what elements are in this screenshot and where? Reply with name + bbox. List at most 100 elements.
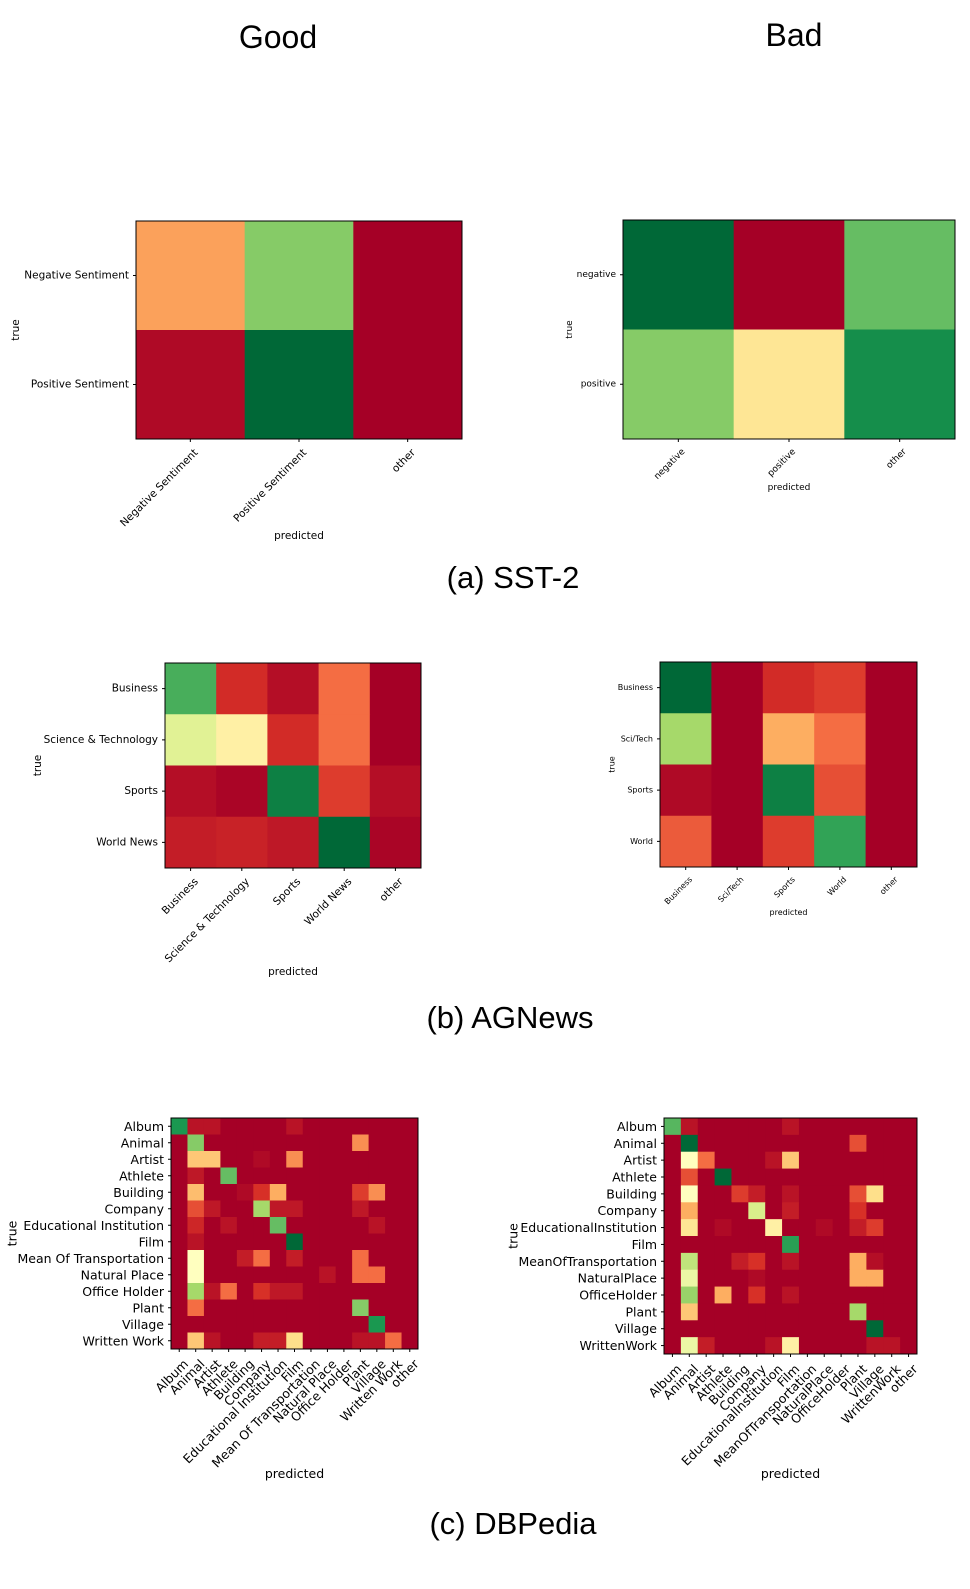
heatmap-cell <box>385 1332 402 1350</box>
heatmap-cell <box>385 1151 402 1168</box>
heatmap-cell <box>286 1266 304 1284</box>
heatmap-agnews-bad: Business Sci/Tech Sports World Business Sci/T… <box>608 661 918 917</box>
heatmap-cell <box>697 1219 715 1237</box>
heatmap-cell <box>236 1217 254 1234</box>
heatmap-cell <box>319 1118 337 1135</box>
heatmap-cell <box>900 1202 918 1220</box>
heatmap-cell <box>368 1134 386 1152</box>
heatmap-cell <box>286 1283 304 1300</box>
heatmap-cell <box>401 1217 419 1234</box>
heatmap-cell <box>697 1269 715 1287</box>
heatmap-cell <box>253 1200 271 1218</box>
heatmap-cell <box>253 1283 271 1300</box>
x-tick-label: Sports <box>271 876 303 908</box>
heatmap-cell <box>401 1316 419 1333</box>
heatmap-cell <box>697 1286 715 1304</box>
heatmap-cell <box>352 1184 369 1201</box>
heatmap-cell <box>319 1134 337 1152</box>
heatmap-cell <box>623 329 735 440</box>
heatmap-cell <box>136 330 246 440</box>
heatmap-cell <box>335 1167 353 1185</box>
y-tick-label: Mean Of Transportation <box>17 1251 164 1266</box>
heatmap-cell <box>187 1233 205 1251</box>
heatmap-cell <box>318 663 371 715</box>
heatmap-cell <box>385 1250 402 1267</box>
heatmap-cell <box>849 1320 867 1338</box>
y-tick-label: Business <box>112 683 158 695</box>
y-tick-label: Written Work <box>83 1333 165 1348</box>
heatmap-cell <box>369 816 422 869</box>
heatmap-cell <box>664 1118 682 1136</box>
heatmap-cell <box>171 1217 188 1234</box>
heatmap-cell <box>171 1118 188 1135</box>
heatmap-cell <box>318 714 371 766</box>
x-tick-label: positive <box>766 447 798 479</box>
caption-sst2: (a) SST-2 <box>447 560 580 595</box>
heatmap-cell <box>711 815 764 868</box>
heatmap-cell <box>731 1168 749 1186</box>
heatmap-cell <box>302 1134 320 1152</box>
heatmap-cell <box>866 1219 884 1237</box>
heatmap-cell <box>762 815 815 868</box>
heatmap-cell <box>765 1151 783 1169</box>
y-tick-label: Film <box>139 1234 164 1249</box>
heatmap-cell <box>318 816 371 869</box>
column-title-good: Good <box>239 19 317 55</box>
caption-agnews: (b) AGNews <box>426 1000 593 1035</box>
heatmap-cell <box>697 1337 715 1355</box>
heatmap-cell <box>319 1266 337 1284</box>
y-tick-label: positive <box>581 379 617 389</box>
heatmap-cell <box>385 1184 402 1201</box>
heatmap-cell <box>385 1299 402 1317</box>
y-tick-label: Sci/Tech <box>621 734 653 743</box>
heatmap-sst2-good: Negative Sentiment Positive Sentiment Nega… <box>10 220 463 542</box>
heatmap-cell <box>302 1184 320 1201</box>
heatmap-cell <box>714 1320 732 1338</box>
heatmap-cell <box>368 1332 386 1350</box>
heatmap-cell <box>203 1134 221 1152</box>
heatmap-cell <box>269 1332 287 1350</box>
heatmap-cell <box>171 1250 188 1267</box>
heatmap-cell <box>319 1217 337 1234</box>
heatmap-cell <box>203 1151 221 1168</box>
heatmap-cell <box>883 1168 901 1186</box>
heatmap-cell <box>866 1303 884 1321</box>
heatmap-cell <box>832 1202 850 1220</box>
heatmap-cell <box>319 1332 337 1350</box>
heatmap-cell <box>236 1184 254 1201</box>
y-axis-label: true <box>32 755 44 777</box>
heatmap-cell <box>849 1202 867 1220</box>
y-tick-label: Athlete <box>612 1170 657 1185</box>
heatmap-cell <box>697 1202 715 1220</box>
heatmap-cell <box>798 1236 817 1254</box>
heatmap-cell <box>697 1303 715 1321</box>
heatmap-cell <box>731 1252 749 1271</box>
heatmap-cell <box>236 1200 254 1218</box>
heatmap-cell <box>236 1250 254 1267</box>
heatmap-cell <box>711 662 764 714</box>
caption-dbpedia: (c) DBPedia <box>429 1506 597 1541</box>
heatmap-cell <box>765 1303 783 1321</box>
heatmap-cell <box>220 1266 238 1284</box>
y-tick-label: Film <box>632 1237 657 1252</box>
heatmap-cell <box>814 713 866 765</box>
heatmap-cell <box>680 1168 699 1186</box>
heatmap-cell <box>865 764 918 817</box>
x-tick-label: Sci/Tech <box>716 875 745 904</box>
heatmap-cell <box>171 1200 188 1218</box>
heatmap-cell <box>318 765 371 818</box>
heatmap-cell <box>319 1316 337 1333</box>
heatmap-cell <box>302 1118 320 1135</box>
y-tick-label: Animal <box>121 1135 164 1150</box>
heatmap-cell <box>368 1118 386 1135</box>
y-tick-label: Building <box>113 1185 164 1200</box>
heatmap-cell <box>765 1236 783 1254</box>
heatmap-cell <box>335 1283 353 1300</box>
heatmap-cell <box>815 1168 834 1186</box>
heatmap-cell <box>220 1134 238 1152</box>
heatmap-cell <box>319 1184 337 1201</box>
heatmap-cell <box>782 1337 800 1355</box>
heatmap-cell <box>203 1283 221 1300</box>
heatmap-cell <box>733 220 845 330</box>
